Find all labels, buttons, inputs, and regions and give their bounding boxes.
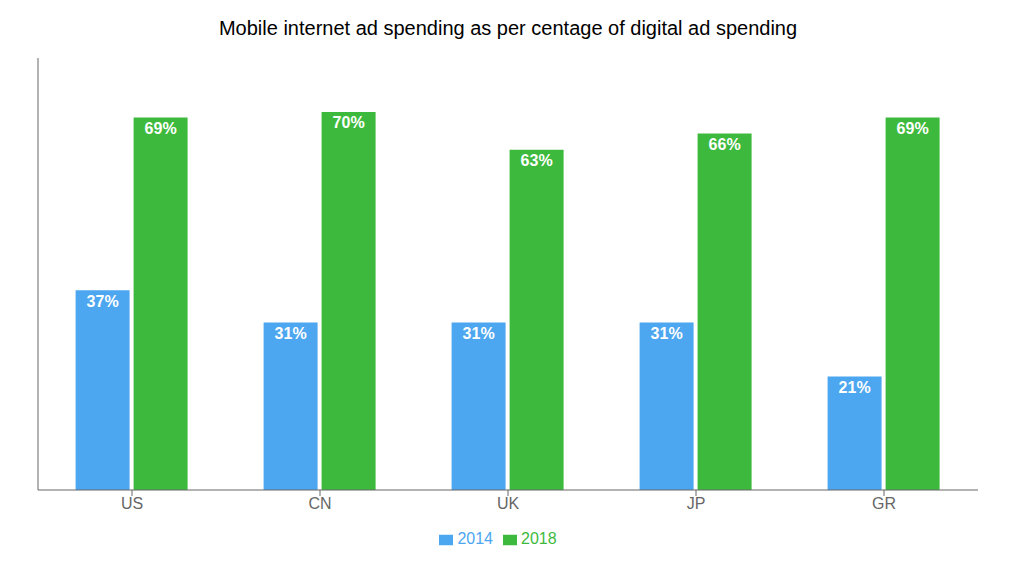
svg-text:31%: 31% — [275, 325, 307, 342]
svg-text:63%: 63% — [521, 152, 553, 169]
svg-text:CN: CN — [308, 495, 331, 512]
svg-text:31%: 31% — [651, 325, 683, 342]
svg-text:66%: 66% — [709, 136, 741, 153]
svg-text:JP: JP — [687, 495, 706, 512]
svg-text:GR: GR — [872, 495, 896, 512]
svg-text:70%: 70% — [333, 114, 365, 131]
svg-text:69%: 69% — [897, 120, 929, 137]
svg-text:37%: 37% — [87, 293, 119, 310]
svg-text:69%: 69% — [145, 120, 177, 137]
svg-text:US: US — [121, 495, 143, 512]
html-text:2014: 2014 — [457, 530, 493, 547]
html-text:Mobile internet ad spending as: Mobile internet ad spending as per centa… — [218, 17, 798, 39]
svg-text:UK: UK — [497, 495, 520, 512]
svg-text:31%: 31% — [463, 325, 495, 342]
svg-text:21%: 21% — [839, 379, 871, 396]
html-text:2018: 2018 — [521, 530, 557, 547]
